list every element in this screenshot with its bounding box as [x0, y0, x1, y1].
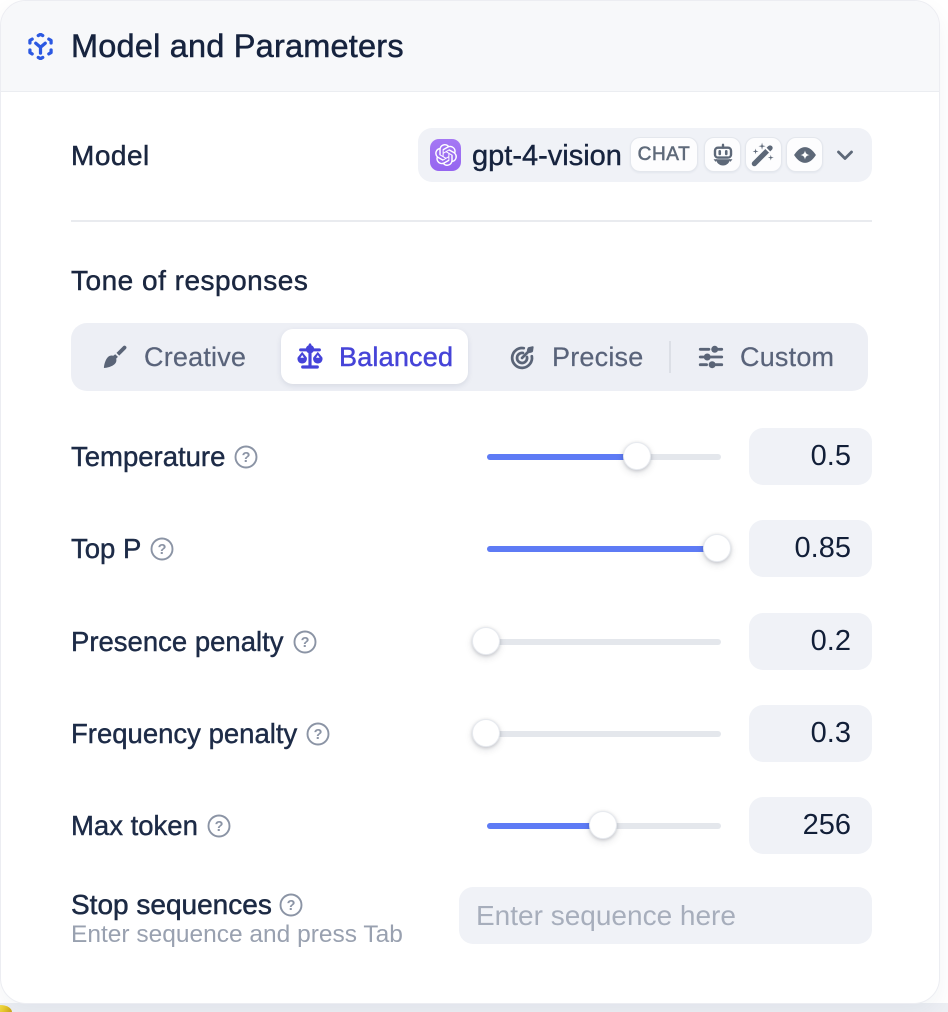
svg-text:?: ?	[242, 450, 251, 466]
svg-text:?: ?	[300, 635, 309, 651]
svg-text:?: ?	[214, 819, 223, 835]
svg-text:?: ?	[158, 542, 167, 558]
svg-text:?: ?	[314, 727, 323, 743]
svg-text:?: ?	[286, 898, 295, 914]
